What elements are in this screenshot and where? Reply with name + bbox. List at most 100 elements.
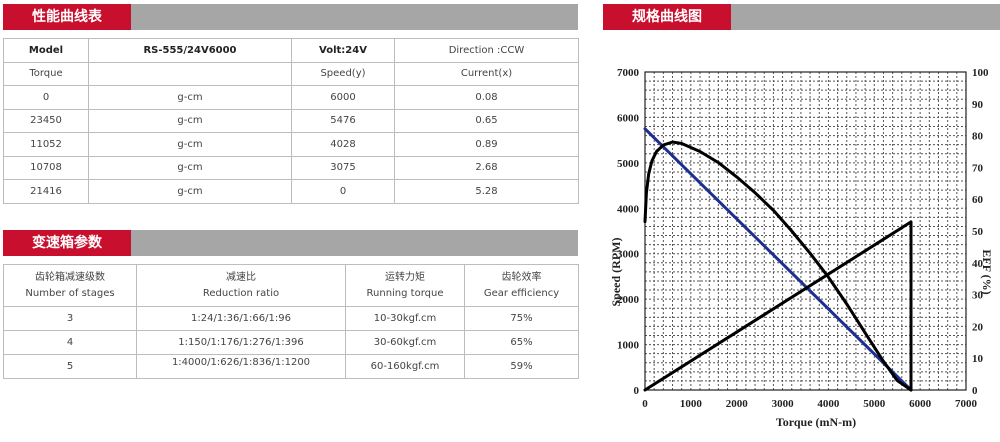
header-model: Model bbox=[3, 38, 89, 63]
header-direction: Direction :CCW bbox=[394, 38, 579, 63]
series-line-2 bbox=[643, 220, 913, 392]
running-torque-cell: 60-160kgf.cm bbox=[345, 354, 465, 379]
subheader-current: Current(x) bbox=[394, 61, 579, 86]
gearbox-section-title: 变速箱参数 bbox=[3, 230, 131, 256]
curve-section-header: 规格曲线图 bbox=[603, 4, 1000, 30]
y-left-tick-label: 3000 bbox=[617, 249, 640, 261]
ratio-cell: 1:150/1:176/1:276/1:396 bbox=[136, 330, 346, 355]
table-row: 3 1:24/1:36/1:66/1:96 10-30kgf.cm 75% bbox=[3, 306, 579, 331]
y-right-tick-label: 40 bbox=[972, 258, 984, 270]
speed-cell: 5476 bbox=[291, 108, 395, 133]
current-cell: 5.28 bbox=[394, 179, 579, 204]
y-left-tick-label: 4000 bbox=[617, 203, 640, 215]
header-running-torque: 运转力矩 Running torque bbox=[345, 264, 465, 307]
table-row: 23450 g-cm 5476 0.65 bbox=[3, 108, 579, 133]
y-axis-label-left: Speed (RPM) bbox=[609, 238, 623, 307]
subheader-blank bbox=[88, 61, 292, 86]
header-ratio: 减速比 Reduction ratio bbox=[136, 264, 346, 307]
header-voltage: Volt:24V bbox=[291, 38, 395, 63]
efficiency-cell: 59% bbox=[464, 354, 579, 379]
x-tick-label: 6000 bbox=[909, 398, 932, 410]
running-torque-cell: 30-60kgf.cm bbox=[345, 330, 465, 355]
current-cell: 0.65 bbox=[394, 108, 579, 133]
y-left-tick-label: 0 bbox=[634, 385, 640, 397]
unit-cell: g-cm bbox=[88, 85, 292, 110]
table-subheader-row: Torque Speed(y) Current(x) bbox=[3, 61, 579, 86]
current-cell: 0.08 bbox=[394, 85, 579, 110]
table-row: 5 1:4000/1:626/1:836/1:1200 60-160kgf.cm… bbox=[3, 354, 579, 379]
y-left-tick-label: 7000 bbox=[617, 67, 640, 79]
header-model-value: RS-555/24V6000 bbox=[88, 38, 292, 63]
plot-frame bbox=[644, 71, 967, 391]
torque-cell: 23450 bbox=[3, 108, 89, 133]
torque-cell: 0 bbox=[3, 85, 89, 110]
table-row: 21416 g-cm 0 5.28 bbox=[3, 179, 579, 204]
y-right-tick-label: 70 bbox=[972, 162, 984, 174]
speed-cell: 6000 bbox=[291, 85, 395, 110]
running-torque-cell: 10-30kgf.cm bbox=[345, 306, 465, 331]
gearbox-section-header: 变速箱参数 bbox=[3, 230, 578, 256]
header-stages-zh: 齿轮箱减速级数 bbox=[35, 271, 105, 283]
y-right-tick-label: 90 bbox=[972, 99, 984, 111]
ratio-cell: 1:4000/1:626/1:836/1:1200 bbox=[136, 354, 346, 379]
series-line-1 bbox=[643, 127, 913, 392]
stages-cell: 5 bbox=[3, 354, 137, 379]
y-right-tick-label: 60 bbox=[972, 194, 984, 206]
x-tick-label: 2000 bbox=[726, 398, 749, 410]
table-header-row: 齿轮箱减速级数 Number of stages 减速比 Reduction rat… bbox=[3, 264, 579, 307]
performance-section-title: 性能曲线表 bbox=[3, 4, 131, 30]
current-cell: 2.68 bbox=[394, 155, 579, 180]
y-left-tick-label: 2000 bbox=[617, 294, 640, 306]
speed-cell: 0 bbox=[291, 179, 395, 204]
y-left-tick-label: 5000 bbox=[617, 158, 640, 170]
subheader-torque: Torque bbox=[3, 61, 89, 86]
y-right-tick-label: 10 bbox=[972, 353, 984, 365]
y-right-tick-label: 0 bbox=[972, 385, 978, 397]
table-row: 11052 g-cm 4028 0.89 bbox=[3, 132, 579, 157]
tick-labels: 0 1000 2000 3000 4000 5000 6000 700001000200030… bbox=[617, 67, 989, 410]
table-row: 0 g-cm 6000 0.08 bbox=[3, 85, 579, 110]
y-right-tick-label: 100 bbox=[972, 67, 989, 79]
torque-cell: 10708 bbox=[3, 155, 89, 180]
header-running-torque-zh: 运转力矩 bbox=[385, 271, 425, 283]
x-tick-label: 4000 bbox=[817, 398, 840, 410]
subheader-speed: Speed(y) bbox=[291, 61, 395, 86]
gearbox-table: 齿轮箱减速级数 Number of stages 减速比 Reduction rat… bbox=[3, 264, 579, 379]
performance-section-header: 性能曲线表 bbox=[3, 4, 578, 30]
stages-cell: 3 bbox=[3, 306, 137, 331]
torque-cell: 21416 bbox=[3, 179, 89, 204]
y-left-tick-label: 1000 bbox=[617, 340, 640, 352]
header-running-torque-en: Running torque bbox=[366, 287, 444, 299]
current-cell: 0.89 bbox=[394, 132, 579, 157]
header-efficiency: 齿轮效率 Gear efficiency bbox=[464, 264, 579, 307]
header-efficiency-en: Gear efficiency bbox=[483, 287, 560, 299]
y-right-tick-label: 80 bbox=[972, 131, 984, 143]
speed-cell: 4028 bbox=[291, 132, 395, 157]
stages-cell: 4 bbox=[3, 330, 137, 355]
y-left-tick-label: 6000 bbox=[617, 112, 640, 124]
header-stages: 齿轮箱减速级数 Number of stages bbox=[3, 264, 137, 307]
table-header-row: Model RS-555/24V6000 Volt:24V Direction … bbox=[3, 38, 579, 63]
x-axis-label: Torque (mN-m) bbox=[776, 415, 856, 429]
y-axis-label-right: EFF (%) bbox=[980, 249, 994, 294]
grid-lines bbox=[644, 71, 967, 391]
unit-cell: g-cm bbox=[88, 179, 292, 204]
table-row: 10708 g-cm 3075 2.68 bbox=[3, 155, 579, 180]
x-tick-label: 7000 bbox=[955, 398, 978, 410]
header-ratio-zh: 减速比 bbox=[226, 271, 256, 283]
header-stages-en: Number of stages bbox=[25, 287, 115, 299]
motor-curve-chart: 0 1000 2000 3000 4000 5000 6000 7000 0 1000 2000 30… bbox=[603, 40, 998, 438]
y-right-tick-label: 20 bbox=[972, 321, 984, 333]
performance-table: Model RS-555/24V6000 Volt:24V Direction … bbox=[3, 38, 579, 204]
x-tick-label: 5000 bbox=[863, 398, 886, 410]
table-row: 4 1:150/1:176/1:276/1:396 30-60kgf.cm 65… bbox=[3, 330, 579, 355]
x-tick-label: 1000 bbox=[680, 398, 703, 410]
unit-cell: g-cm bbox=[88, 108, 292, 133]
efficiency-cell: 65% bbox=[464, 330, 579, 355]
x-tick-label: 3000 bbox=[772, 398, 795, 410]
speed-cell: 3075 bbox=[291, 155, 395, 180]
efficiency-cell: 75% bbox=[464, 306, 579, 331]
torque-cell: 11052 bbox=[3, 132, 89, 157]
header-ratio-en: Reduction ratio bbox=[202, 287, 280, 299]
x-tick-label: 0 bbox=[642, 398, 648, 410]
